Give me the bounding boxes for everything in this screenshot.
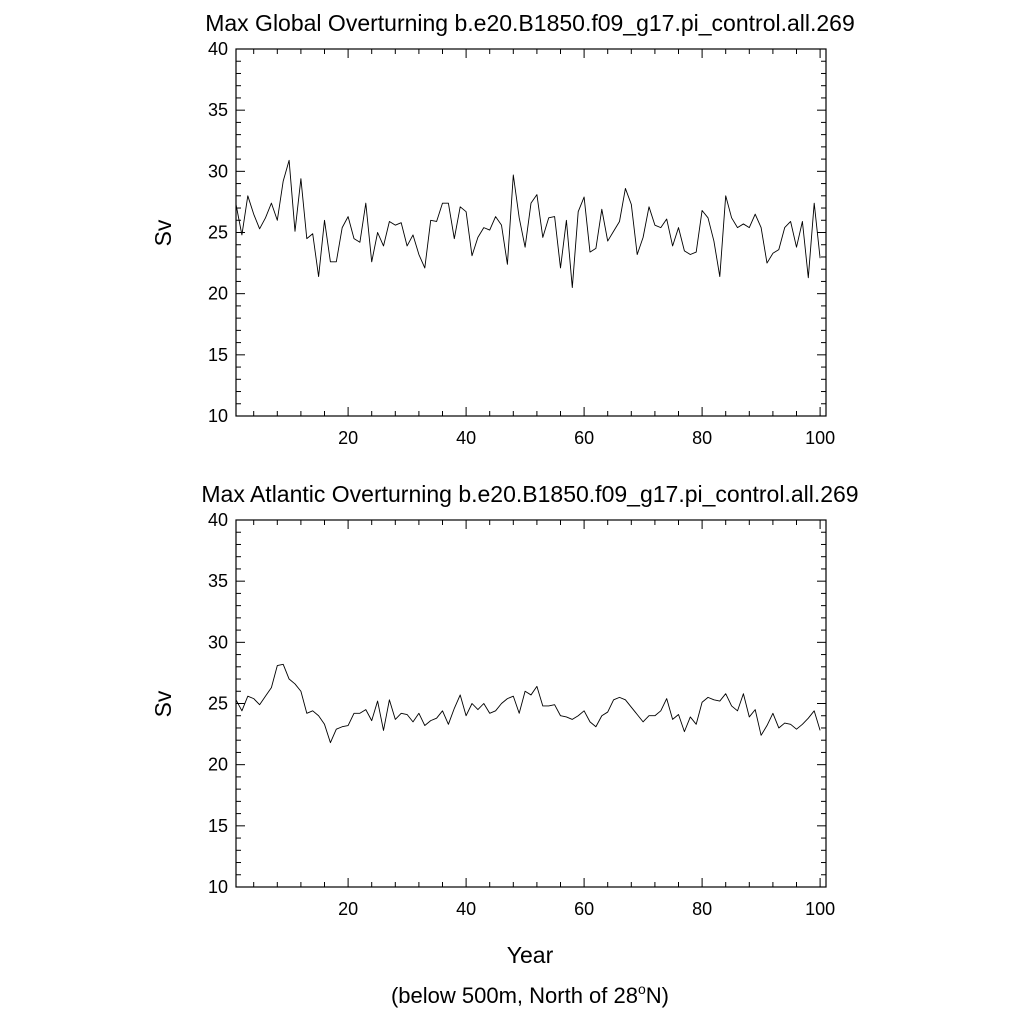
global-y-tick-label: 25 xyxy=(208,223,228,243)
atlantic-x-tick-label: 80 xyxy=(692,899,712,919)
global-chart-title: Max Global Overturning b.e20.B1850.f09_g… xyxy=(205,10,855,36)
footnote: (below 500m, North of 28oN) xyxy=(391,981,669,1008)
global-y-tick-label: 40 xyxy=(208,39,228,59)
global-y-tick-label: 30 xyxy=(208,161,228,181)
atlantic-x-tick-label: 20 xyxy=(338,899,358,919)
global-plot-frame xyxy=(235,48,827,417)
atlantic-y-tick-label: 30 xyxy=(208,632,228,652)
footnote-prefix: (below 500m, North of 28 xyxy=(391,983,638,1008)
atlantic-plot-frame xyxy=(235,519,827,888)
global-x-tick-label: 100 xyxy=(805,428,835,448)
atlantic-series-line xyxy=(235,663,821,744)
atlantic-chart-title: Max Atlantic Overturning b.e20.B1850.f09… xyxy=(201,481,858,507)
atlantic-y-tick-label: 25 xyxy=(208,694,228,714)
global-series-line xyxy=(235,159,821,288)
global-y-tick-label: 20 xyxy=(208,284,228,304)
x-axis-label: Year xyxy=(507,942,554,968)
footnote-degree-superscript: o xyxy=(638,981,646,997)
global-x-tick-label: 80 xyxy=(692,428,712,448)
atlantic-y-tick-label: 20 xyxy=(208,755,228,775)
atlantic-y-tick-label: 35 xyxy=(208,571,228,591)
atlantic-x-tick-label: 100 xyxy=(805,899,835,919)
global-y-tick-label: 15 xyxy=(208,345,228,365)
global-x-tick-label: 60 xyxy=(574,428,594,448)
atlantic-y-tick-label: 10 xyxy=(208,877,228,897)
global-y-axis-label: Sv xyxy=(150,219,176,246)
global-x-tick-label: 20 xyxy=(338,428,358,448)
global-x-tick-label: 40 xyxy=(456,428,476,448)
global-y-tick-label: 10 xyxy=(208,406,228,426)
global-overturning-panel: Max Global Overturning b.e20.B1850.f09_g… xyxy=(150,10,855,448)
atlantic-y-tick-label: 40 xyxy=(208,510,228,530)
atlantic-x-tick-label: 60 xyxy=(574,899,594,919)
atlantic-x-tick-label: 40 xyxy=(456,899,476,919)
atlantic-y-axis-label: Sv xyxy=(150,690,176,717)
atlantic-y-tick-label: 15 xyxy=(208,816,228,836)
footnote-suffix: N) xyxy=(646,983,669,1008)
atlantic-overturning-panel: Max Atlantic Overturning b.e20.B1850.f09… xyxy=(150,481,859,968)
global-y-tick-label: 35 xyxy=(208,100,228,120)
